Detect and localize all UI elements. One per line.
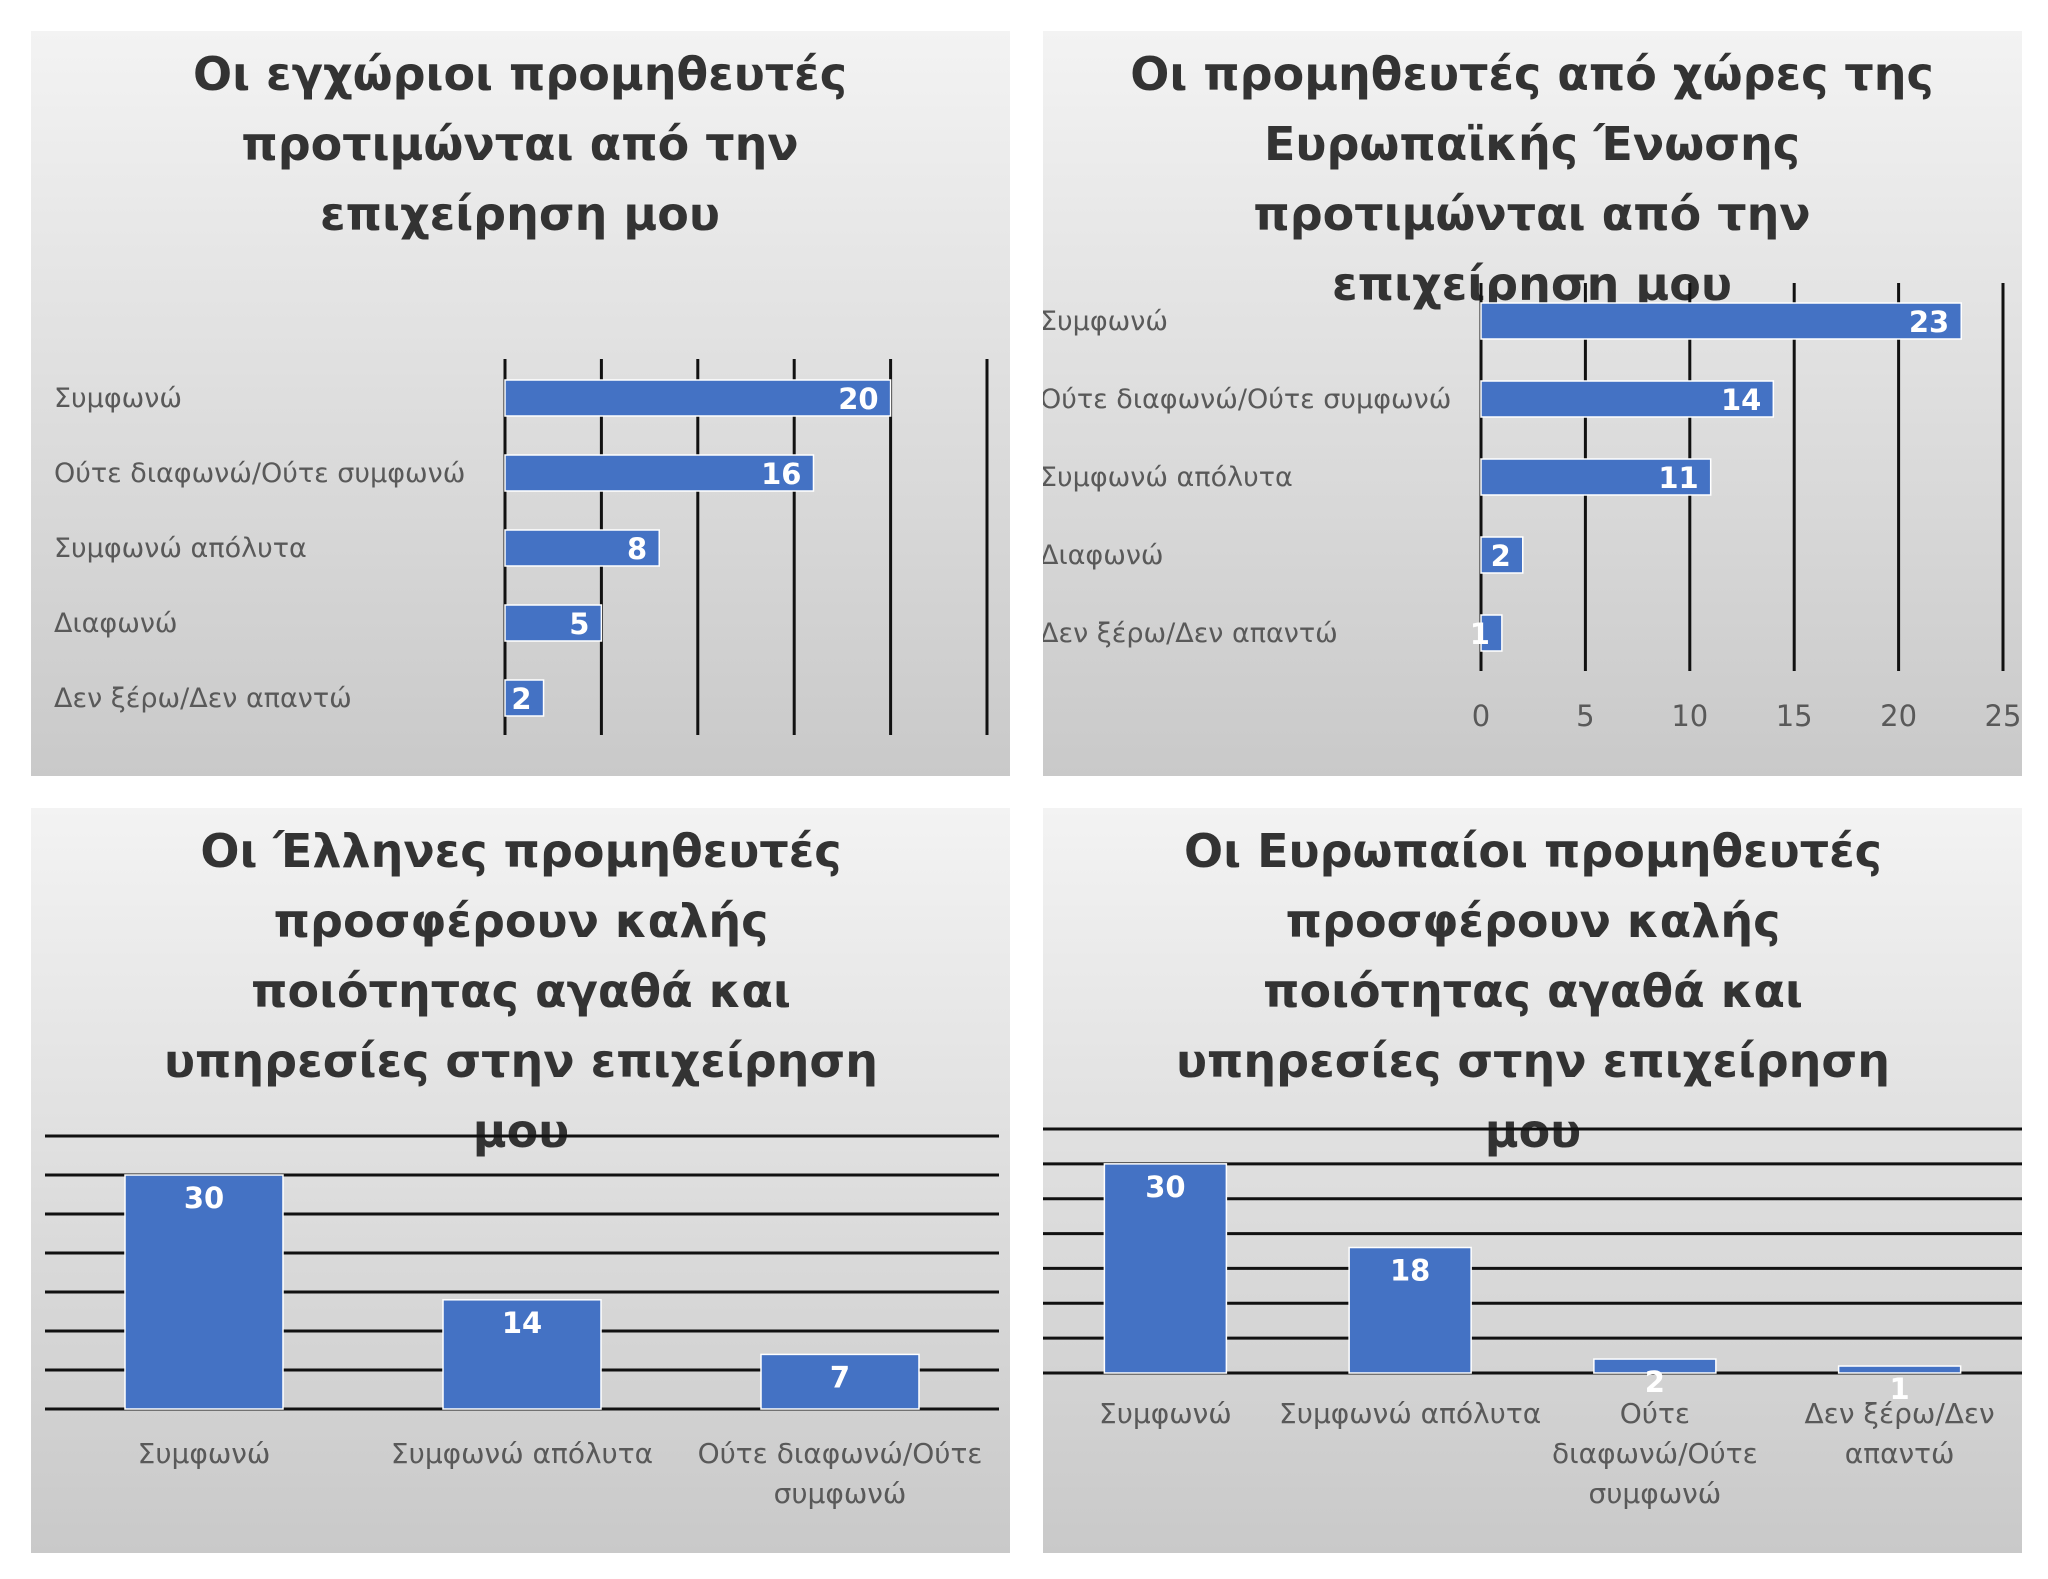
category-label: Ούτε διαφωνώ/Ούτε συμφωνώ xyxy=(1043,384,1451,415)
data-label: 14 xyxy=(1721,383,1761,417)
category-label: Συμφωνώ απόλυτα xyxy=(1279,1397,1541,1430)
category-label: Διαφωνώ xyxy=(1043,540,1164,571)
data-label: 23 xyxy=(1909,305,1949,339)
chart-panel-eu-suppliers: Οι προμηθευτές από χώρες της Ευρωπαϊκής … xyxy=(1043,31,2022,776)
bar xyxy=(442,1299,602,1410)
chart-title: Οι Ευρωπαίοι προμηθευτές προσφέρουν καλή… xyxy=(1175,824,1890,1158)
data-label: 30 xyxy=(1145,1170,1185,1204)
bar xyxy=(1480,302,1962,340)
category-label: Διαφωνώ xyxy=(54,608,178,639)
bar xyxy=(1480,458,1712,496)
x-tick-label: 15 xyxy=(1776,699,1813,733)
data-label: 7 xyxy=(830,1360,850,1394)
x-tick-label: 0 xyxy=(1472,699,1490,733)
bar xyxy=(504,679,545,717)
x-tick-label: 25 xyxy=(1985,699,2022,733)
chart-plot: Συμφωνώ 20 Ούτε διαφωνώ/Ούτε συμφωνώ 16 Συμφ… xyxy=(54,359,989,735)
data-label: 1 xyxy=(1890,1372,1910,1406)
bar xyxy=(504,604,603,642)
chart-title: Οι εγχώριοι προμηθευτές προτιμώνται από … xyxy=(192,47,848,241)
data-label: 20 xyxy=(838,382,878,416)
category-label: Συμφωνώ xyxy=(138,1437,271,1470)
category-label: Ούτε διαφωνώ/Ούτε συμφωνώ xyxy=(54,458,465,489)
category-label: Ούτε διαφωνώ/Ούτε συμφωνώ xyxy=(1552,1397,1758,1510)
category-label: Συμφωνώ απόλυτα xyxy=(391,1437,653,1470)
data-label: 18 xyxy=(1390,1254,1430,1288)
category-label: Συμφωνώ xyxy=(54,383,182,414)
chart-plot: 30 Συμφωνώ 14 Συμφωνώ απόλυτα 7 Ούτε διαφωνώ/… xyxy=(45,1134,999,1510)
category-label: Συμφωνώ απόλυτα xyxy=(1043,462,1293,493)
bar xyxy=(760,1353,920,1410)
chart-panel-greek-quality: Οι Έλληνες προμηθευτές προσφέρουν καλής … xyxy=(31,808,1010,1553)
bar xyxy=(504,454,815,492)
category-label: Δεν ξέρω/Δεν απαντώ xyxy=(1805,1397,1995,1470)
data-label: 30 xyxy=(184,1181,224,1215)
data-label: 11 xyxy=(1658,461,1698,495)
category-label: Δεν ξέρω/Δεν απαντώ xyxy=(1043,618,1338,649)
category-label: Δεν ξέρω/Δεν απαντώ xyxy=(54,683,352,714)
data-label: 8 xyxy=(627,532,647,566)
data-label: 2 xyxy=(511,682,531,716)
bar xyxy=(1480,536,1524,574)
category-label: Συμφωνώ xyxy=(1043,306,1168,337)
chart-title: Οι προμηθευτές από χώρες της Ευρωπαϊκής … xyxy=(1130,47,1934,311)
bar xyxy=(1103,1163,1228,1374)
x-tick-label: 10 xyxy=(1671,699,1708,733)
x-tick-label: 5 xyxy=(1576,699,1594,733)
bar xyxy=(1480,380,1775,418)
bar xyxy=(1348,1246,1472,1374)
data-label: 5 xyxy=(569,607,589,641)
bar xyxy=(124,1174,284,1410)
bar xyxy=(504,529,660,567)
category-label: Συμφωνώ xyxy=(1099,1397,1232,1430)
chart-panel-european-quality: Οι Ευρωπαίοι προμηθευτές προσφέρουν καλή… xyxy=(1043,808,2022,1553)
bar xyxy=(1593,1358,1717,1374)
data-label: 1 xyxy=(1470,617,1490,651)
chart-plot: Συμφωνώ 23 Ούτε διαφωνώ/Ούτε συμφωνώ 14 Συμφ… xyxy=(1043,283,2022,733)
data-label: 2 xyxy=(1645,1365,1665,1399)
data-label: 16 xyxy=(761,457,801,491)
bar xyxy=(1480,614,1503,652)
x-tick-label: 20 xyxy=(1880,699,1917,733)
chart-title: Οι Έλληνες προμηθευτές προσφέρουν καλής … xyxy=(163,824,878,1158)
data-label: 2 xyxy=(1491,539,1511,573)
category-label: Συμφωνώ απόλυτα xyxy=(54,533,307,564)
bar xyxy=(504,379,892,417)
category-label: Ούτε διαφωνώ/Ούτε συμφωνώ xyxy=(698,1437,983,1510)
data-label: 14 xyxy=(502,1306,542,1340)
chart-panel-local-suppliers: Οι εγχώριοι προμηθευτές προτιμώνται από … xyxy=(31,31,1010,776)
bar xyxy=(1837,1365,1962,1374)
